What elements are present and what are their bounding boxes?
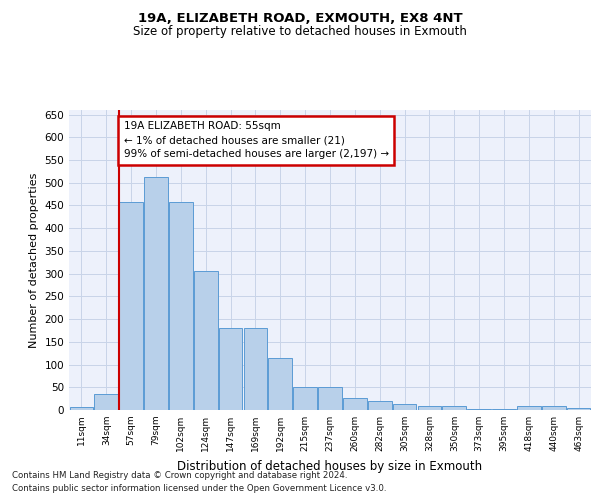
Bar	[467, 408, 491, 410]
Text: Contains public sector information licensed under the Open Government Licence v3: Contains public sector information licen…	[12, 484, 386, 493]
Bar	[418, 406, 441, 410]
Bar	[119, 202, 143, 410]
Bar	[517, 406, 541, 410]
Bar	[244, 328, 267, 410]
Bar	[492, 408, 516, 410]
Bar	[542, 406, 566, 410]
Text: 19A, ELIZABETH ROAD, EXMOUTH, EX8 4NT: 19A, ELIZABETH ROAD, EXMOUTH, EX8 4NT	[137, 12, 463, 26]
Bar	[368, 401, 392, 410]
Bar	[318, 388, 342, 410]
Bar	[219, 328, 242, 410]
Bar	[293, 388, 317, 410]
Bar	[268, 358, 292, 410]
X-axis label: Distribution of detached houses by size in Exmouth: Distribution of detached houses by size …	[178, 460, 482, 472]
Bar	[393, 404, 416, 410]
Text: Contains HM Land Registry data © Crown copyright and database right 2024.: Contains HM Land Registry data © Crown c…	[12, 470, 347, 480]
Bar	[567, 408, 590, 410]
Text: 19A ELIZABETH ROAD: 55sqm
← 1% of detached houses are smaller (21)
99% of semi-d: 19A ELIZABETH ROAD: 55sqm ← 1% of detach…	[124, 122, 389, 160]
Bar	[70, 407, 93, 410]
Bar	[194, 272, 218, 410]
Bar	[442, 406, 466, 410]
Text: Size of property relative to detached houses in Exmouth: Size of property relative to detached ho…	[133, 25, 467, 38]
Bar	[343, 398, 367, 410]
Bar	[169, 202, 193, 410]
Y-axis label: Number of detached properties: Number of detached properties	[29, 172, 39, 348]
Bar	[144, 178, 168, 410]
Bar	[94, 394, 118, 410]
